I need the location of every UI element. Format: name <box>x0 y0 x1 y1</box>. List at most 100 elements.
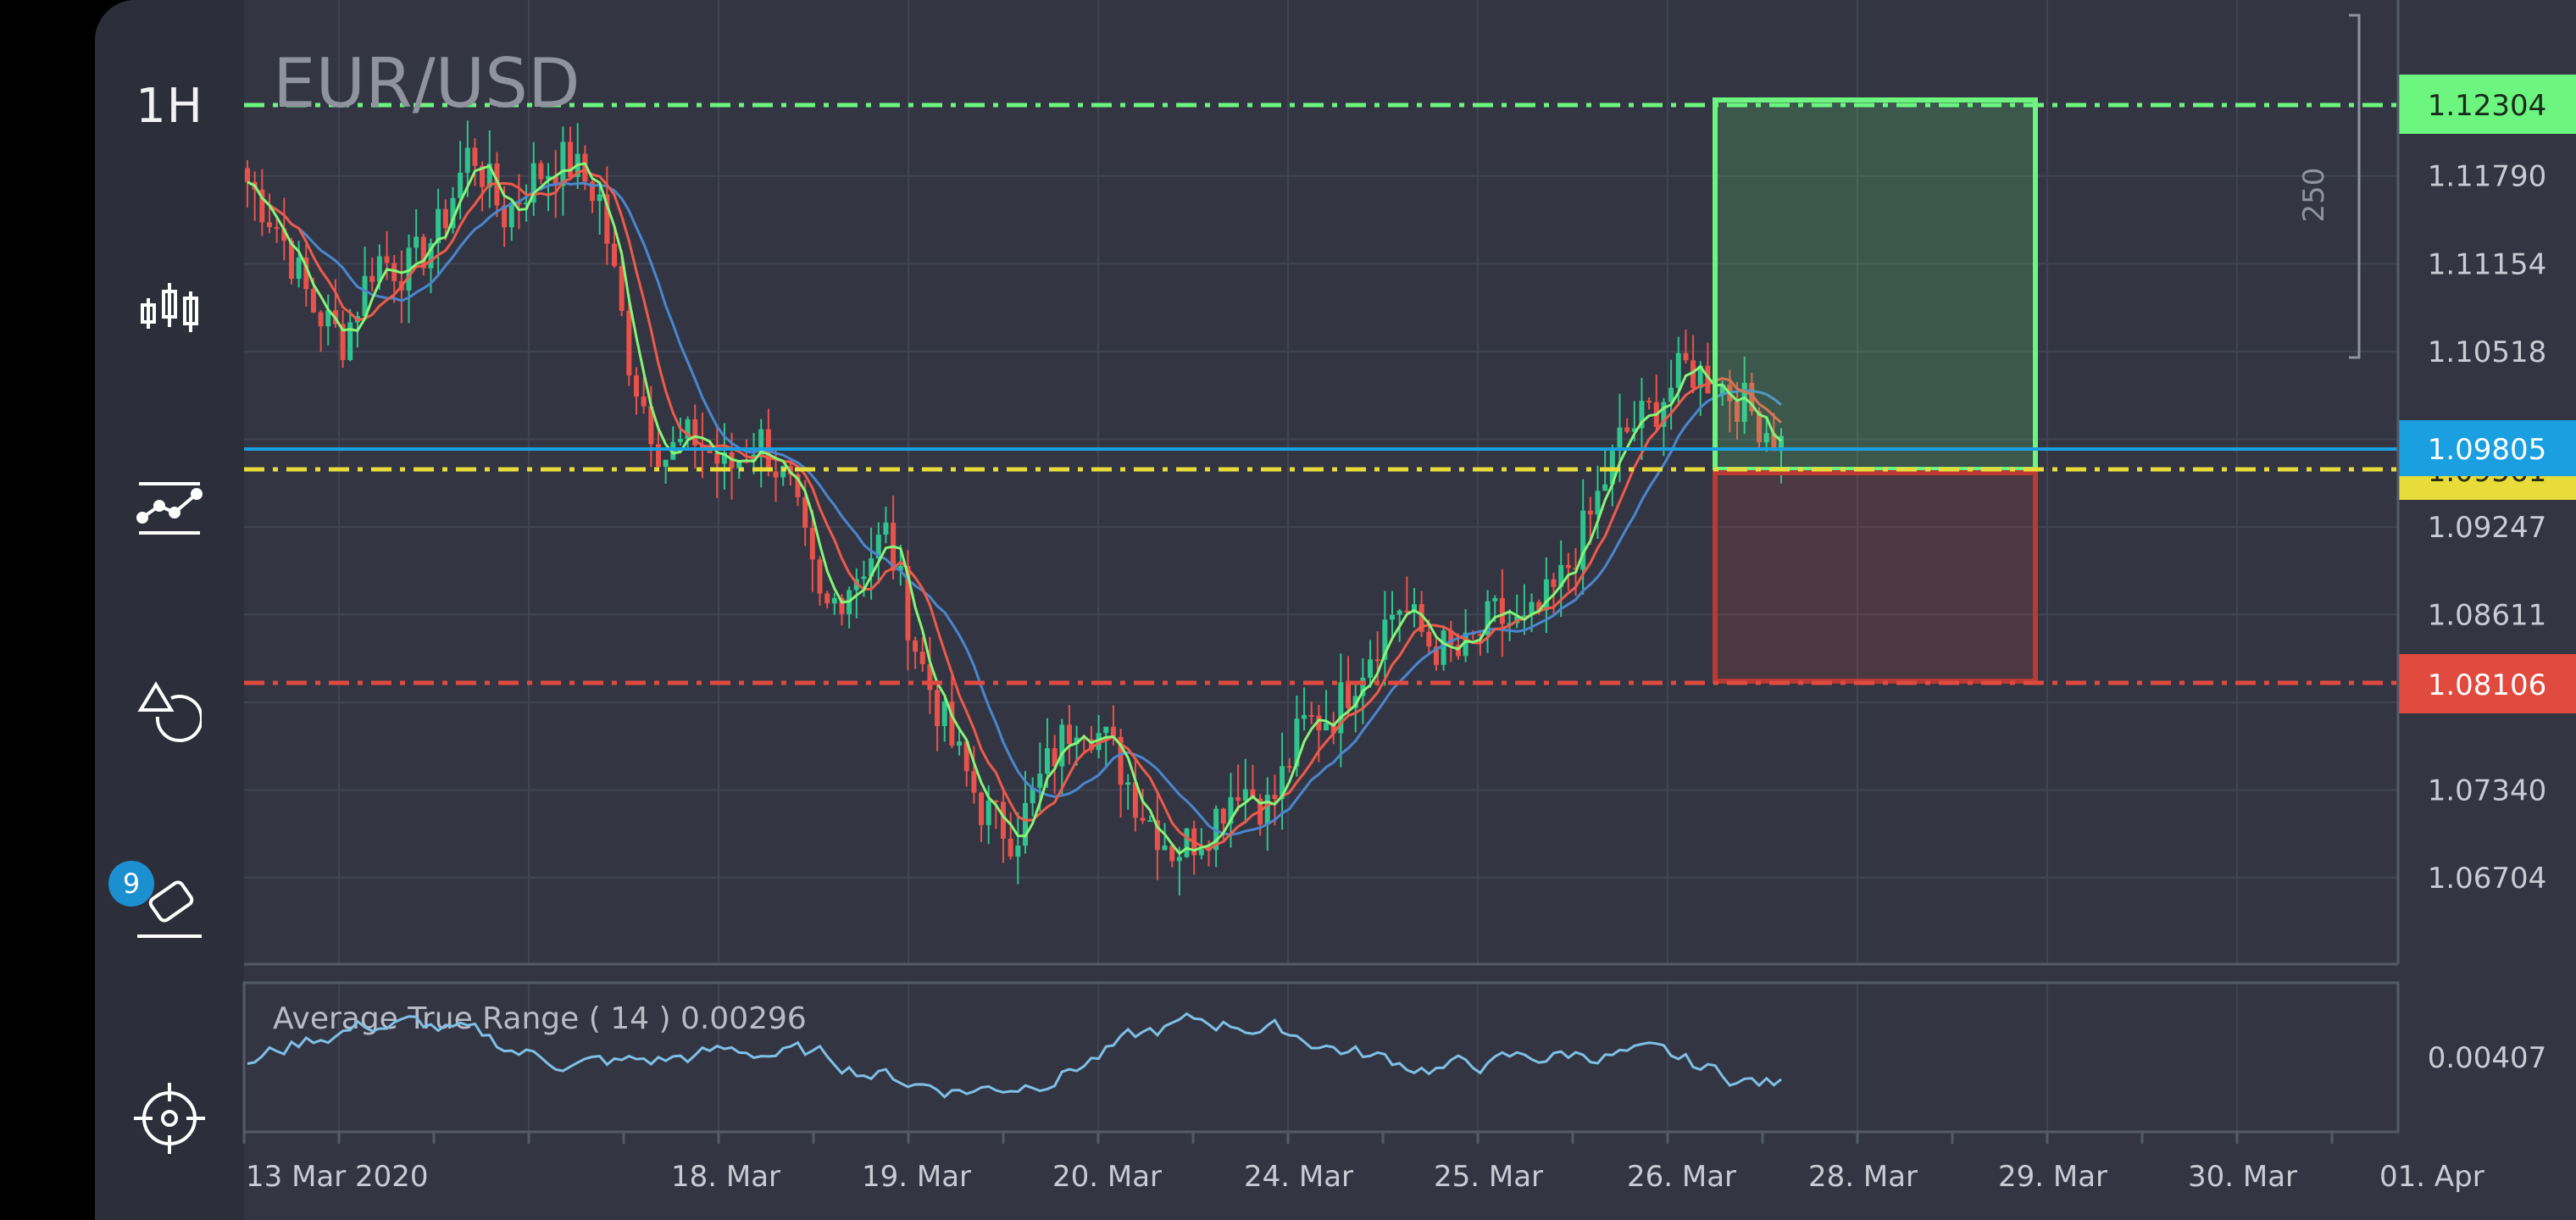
candle-body <box>245 168 250 182</box>
candle-body <box>883 522 889 535</box>
candle-body <box>1536 602 1542 611</box>
candle-body <box>1338 682 1344 734</box>
crosshair-icon <box>134 1083 205 1154</box>
candle-body <box>414 236 419 248</box>
candle-body <box>1426 631 1432 647</box>
candle-body <box>274 227 280 230</box>
candle-body <box>1103 726 1109 734</box>
candle-body <box>905 566 911 640</box>
candle-body <box>1081 737 1087 740</box>
candle-body <box>612 243 618 267</box>
candle-body <box>919 652 925 664</box>
candle-body <box>714 452 720 464</box>
candle-body <box>303 258 309 290</box>
candle-body <box>957 741 963 746</box>
candle-body <box>875 535 881 558</box>
price-axis-label: 1.11154 <box>2428 247 2547 281</box>
shapes-icon <box>137 681 202 743</box>
candle-body <box>1154 820 1160 851</box>
price-chart[interactable]: EUR/USD 250 1.11790 1.11154 1.10518 1.09247… <box>95 0 2576 1220</box>
candle-body <box>480 165 486 187</box>
drawing-tools-button[interactable] <box>119 665 220 758</box>
candle-body <box>1140 818 1146 821</box>
candle-body <box>831 597 837 604</box>
crosshair-button[interactable] <box>119 1072 220 1165</box>
candle-body <box>1360 677 1366 696</box>
candle-body <box>1074 737 1080 745</box>
time-axis-label: 19. Mar <box>862 1160 971 1194</box>
candle-body <box>1037 774 1043 788</box>
candle-body <box>1382 619 1388 660</box>
atr-title: Average True Range ( 14 ) 0.00296 <box>273 1001 807 1036</box>
candle-body <box>266 222 272 228</box>
candle-body <box>869 557 874 577</box>
candle-body <box>1390 614 1396 620</box>
candle-body <box>619 266 625 311</box>
candle-body <box>1749 382 1755 412</box>
candle-body <box>442 208 448 229</box>
candle-body <box>1719 385 1725 396</box>
timeframe-label: 1H <box>136 78 203 134</box>
candle-body <box>296 258 302 280</box>
candle-body <box>590 181 596 202</box>
candle-body <box>677 439 683 442</box>
candlestick-icon <box>141 283 198 332</box>
candle-body <box>1346 682 1352 708</box>
candle-body <box>913 640 919 652</box>
candle-body <box>1169 846 1175 862</box>
candle-body <box>1779 435 1784 452</box>
candle-body <box>655 444 661 468</box>
candle-body <box>861 576 867 580</box>
candle-body <box>1316 715 1322 731</box>
candle-body <box>1690 360 1696 388</box>
candle-body <box>1646 400 1652 402</box>
candle-body <box>1235 796 1241 801</box>
time-axis-label: 18. Mar <box>671 1160 780 1194</box>
eraser-button[interactable]: 9 <box>108 861 220 956</box>
candlestick-series <box>245 120 1784 896</box>
candle-body <box>325 310 331 327</box>
atr-line <box>247 1012 1782 1099</box>
candle-body <box>663 459 669 468</box>
candle-body <box>773 471 779 478</box>
candle-body <box>1521 615 1527 618</box>
candle-body <box>633 375 639 397</box>
candle-body <box>780 466 786 478</box>
candle-body <box>1741 382 1747 422</box>
candle-body <box>648 406 654 445</box>
candle-body <box>1448 630 1454 646</box>
candle-body <box>795 474 801 497</box>
candle-body <box>935 690 941 726</box>
candle-body <box>1668 387 1674 402</box>
candle-body <box>1411 604 1417 613</box>
candle-body <box>259 189 265 223</box>
candle-body <box>1162 846 1168 851</box>
candle-body <box>1735 401 1740 422</box>
indicators-button[interactable] <box>119 462 220 555</box>
candle-body <box>1294 718 1300 767</box>
timeframe-button[interactable]: 1H <box>119 59 220 152</box>
candle-body <box>376 256 382 282</box>
candle-body <box>692 419 698 446</box>
candle-body <box>1558 564 1564 587</box>
svg-text:1.12304: 1.12304 <box>2428 89 2547 123</box>
candle-body <box>1176 857 1182 862</box>
chart-type-button[interactable] <box>119 263 220 356</box>
candle-body <box>1008 838 1013 857</box>
candle-body <box>1001 801 1007 839</box>
candle-body <box>1705 365 1711 394</box>
stop-loss-zone[interactable] <box>1713 470 2038 684</box>
indicator-line-icon <box>136 482 203 535</box>
candle-body <box>1374 659 1380 662</box>
candle-body <box>310 289 316 313</box>
candle-body <box>530 163 536 203</box>
candle-body <box>1441 630 1446 665</box>
take-profit-zone[interactable] <box>1713 97 2038 472</box>
candle-body <box>1059 724 1065 767</box>
candle-body <box>817 559 823 594</box>
candle-body <box>538 163 544 180</box>
candle-body <box>450 197 456 229</box>
candle-body <box>391 263 397 281</box>
candle-body <box>1404 610 1410 613</box>
candle-body <box>1507 623 1513 625</box>
